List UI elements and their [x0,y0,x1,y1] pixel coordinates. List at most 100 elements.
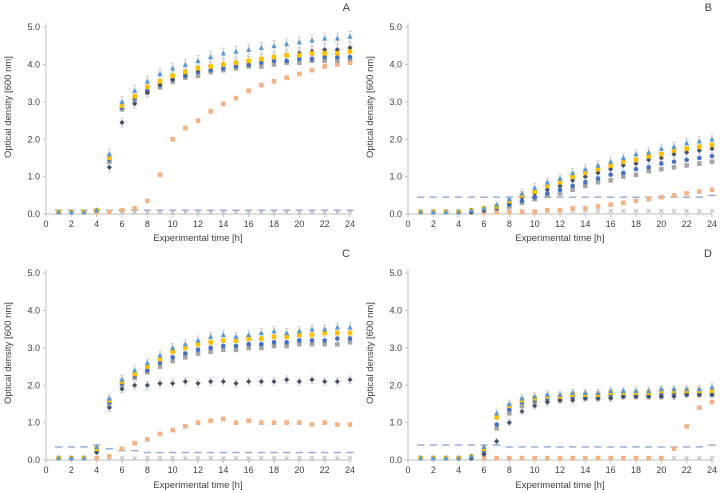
svg-text:22: 22 [682,465,692,475]
svg-text:22: 22 [682,219,692,229]
panel-b: 0 2 4 6 8 10 12 14 16 18 20 22 24 0.0 1.0 2.0 3.0 4.0 5.0 … [362,0,724,246]
svg-text:22: 22 [320,219,330,229]
series-blue-dash [55,444,354,454]
x-axis-label-d: Experimental time [h] [515,480,605,491]
x-axis-label-b: Experimental time [h] [515,233,605,244]
svg-text:0: 0 [405,219,410,229]
svg-text:0: 0 [405,465,410,475]
svg-text:8: 8 [507,465,512,475]
svg-text:2.0: 2.0 [27,134,40,144]
svg-text:12: 12 [193,219,203,229]
series-gold-square [56,49,353,215]
series-gold-square [56,330,353,461]
svg-text:16: 16 [606,219,616,229]
svg-text:3.0: 3.0 [27,343,40,353]
svg-text:1.0: 1.0 [389,172,402,182]
svg-text:3.0: 3.0 [27,97,40,107]
y-axis-label-c: Optical density [600 nm] [3,302,14,404]
svg-text:5.0: 5.0 [27,268,40,278]
series-blue-triangle [56,324,353,461]
svg-text:14: 14 [580,465,590,475]
svg-text:5.0: 5.0 [389,268,402,278]
series-blue-circle [56,336,353,461]
svg-text:0.0: 0.0 [27,455,40,465]
series-blue-circle [418,390,715,461]
svg-text:5.0: 5.0 [389,22,402,32]
chart-canvas-a: 0 2 4 6 8 10 12 14 16 18 20 22 240.01.02.03.04.05.0 [27,22,355,229]
svg-text:24: 24 [345,219,355,229]
svg-text:1.0: 1.0 [27,418,40,428]
svg-text:2.0: 2.0 [389,134,402,144]
panel-letter-d: D [704,248,712,260]
svg-text:14: 14 [218,465,228,475]
svg-text:22: 22 [320,465,330,475]
svg-text:0: 0 [43,465,48,475]
svg-text:4.0: 4.0 [27,60,40,70]
series-dark-diamond [418,146,715,215]
svg-text:10: 10 [530,219,540,229]
panel-letter-b: B [704,2,712,14]
svg-text:8: 8 [145,219,150,229]
series-gray-square [56,340,353,461]
y-axis-label-d: Optical density [600 nm] [365,302,376,404]
x-axis-label-c: Experimental time [h] [153,480,243,491]
svg-text:20: 20 [656,465,666,475]
svg-text:0.0: 0.0 [389,455,402,465]
series-gold-square [418,142,715,215]
svg-text:12: 12 [555,465,565,475]
svg-text:20: 20 [294,219,304,229]
series-blue-dash [55,209,354,211]
y-axis-label-a: Optical density [600 nm] [3,56,14,158]
svg-text:2.0: 2.0 [27,380,40,390]
svg-text:18: 18 [631,219,641,229]
svg-text:24: 24 [707,465,717,475]
svg-text:20: 20 [656,219,666,229]
svg-text:8: 8 [145,465,150,475]
svg-text:4.0: 4.0 [27,306,40,316]
svg-text:0.0: 0.0 [27,209,40,219]
svg-text:2: 2 [431,219,436,229]
svg-text:1.0: 1.0 [389,418,402,428]
series-blue-circle [56,54,353,215]
series-gray-square [56,56,353,215]
svg-text:2: 2 [69,465,74,475]
svg-text:4.0: 4.0 [389,306,402,316]
svg-text:24: 24 [707,219,717,229]
svg-text:12: 12 [193,465,203,475]
svg-text:4.0: 4.0 [389,60,402,70]
svg-text:24: 24 [345,465,355,475]
series-peach-square [418,187,715,215]
series-gold-square [418,388,715,461]
series-dark-diamond [56,45,353,215]
chart-canvas-c: 0 2 4 6 8 10 12 14 16 18 20 22 240.01.02.03.04.05.0 [27,268,355,475]
panel-d: 0 2 4 6 8 10 12 14 16 18 20 22 24 0.0 1.0 2.0 3.0 4.0 5.0 … [362,246,724,493]
x-axis-label-a: Experimental time [h] [153,233,243,244]
svg-text:4: 4 [456,465,461,475]
series-gray-square [418,392,715,461]
series-gray-square [418,159,715,215]
svg-text:3.0: 3.0 [389,343,402,353]
series-blue-triangle [418,384,715,461]
svg-text:18: 18 [269,465,279,475]
svg-text:10: 10 [168,219,178,229]
series-blue-dash [417,444,716,448]
series-blue-circle [418,153,715,215]
svg-text:2: 2 [69,219,74,229]
chart-canvas-d: 0 2 4 6 8 10 12 14 16 18 20 22 240.01.02.03.04.05.0 [389,268,717,475]
svg-text:2.0: 2.0 [389,380,402,390]
svg-text:18: 18 [269,219,279,229]
svg-text:3.0: 3.0 [389,97,402,107]
series-blue-triangle [418,136,715,215]
svg-text:12: 12 [555,219,565,229]
svg-text:0.0: 0.0 [389,209,402,219]
panel-letter-a: A [342,2,350,14]
svg-text:18: 18 [631,465,641,475]
svg-text:6: 6 [481,219,486,229]
series-blue-triangle [56,33,353,215]
panel-c: 0 2 4 6 8 10 12 14 16 18 20 22 24 0.0 1.0 2.0 3.0 4.0 5.0 … [0,246,362,493]
svg-text:2: 2 [431,465,436,475]
svg-text:0: 0 [43,219,48,229]
svg-text:4: 4 [456,219,461,229]
svg-text:16: 16 [244,219,254,229]
svg-text:6: 6 [119,465,124,475]
